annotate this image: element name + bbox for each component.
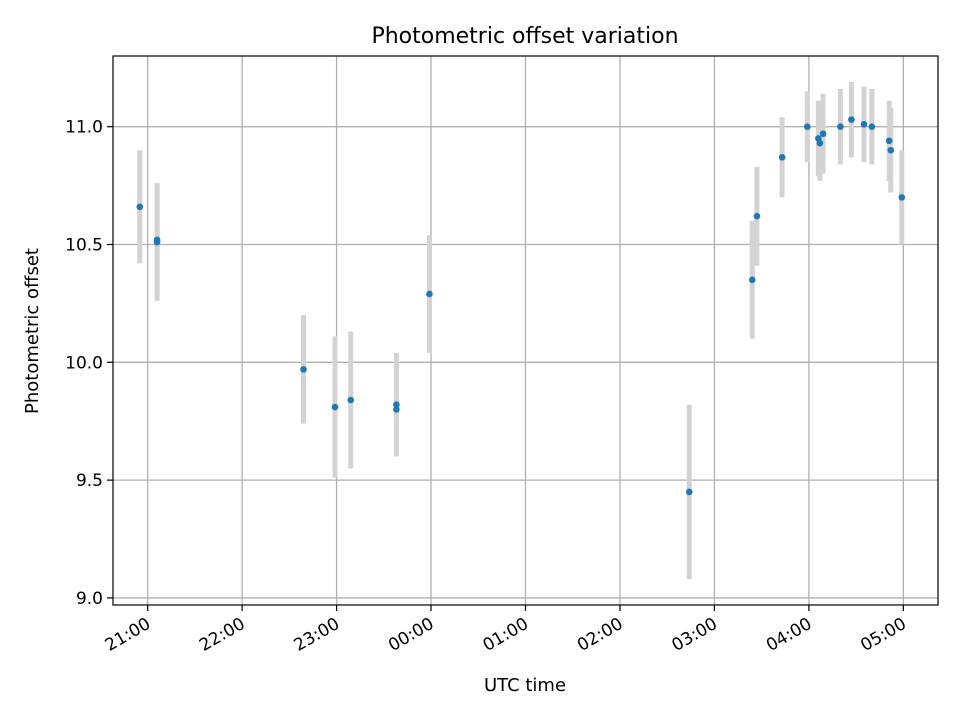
y-tick-label: 11.0 — [65, 118, 103, 138]
data-point — [887, 146, 895, 154]
y-axis-ticks: 9.0 9.5 10.0 10.5 11.0 — [65, 118, 113, 609]
y-axis-label: Photometric offset — [22, 248, 43, 414]
data-point — [898, 194, 906, 201]
data-point — [393, 401, 400, 409]
data-point — [848, 116, 855, 123]
chart-title: Photometric offset variation — [371, 24, 678, 49]
data-point — [153, 236, 161, 244]
data-point — [347, 396, 355, 404]
data-point — [885, 137, 893, 145]
y-tick-label: 10.0 — [65, 353, 103, 373]
y-tick-label: 9.0 — [76, 589, 103, 609]
data-point — [816, 139, 824, 147]
data-point — [753, 212, 761, 220]
data-point — [748, 276, 756, 284]
x-axis-label: UTC time — [484, 675, 566, 696]
data-point — [804, 123, 811, 130]
data-point — [300, 366, 307, 373]
data-point — [331, 403, 339, 411]
data-point — [393, 406, 400, 413]
data-point — [860, 121, 868, 128]
data-point — [685, 488, 693, 496]
y-tick-label: 10.5 — [65, 235, 103, 255]
data-point — [868, 123, 876, 130]
data-point — [837, 123, 844, 130]
data-point — [819, 130, 827, 138]
data-point — [426, 290, 433, 298]
data-point — [136, 203, 144, 211]
data-points — [136, 116, 906, 496]
y-tick-label: 9.5 — [76, 471, 103, 491]
data-point — [778, 154, 786, 161]
